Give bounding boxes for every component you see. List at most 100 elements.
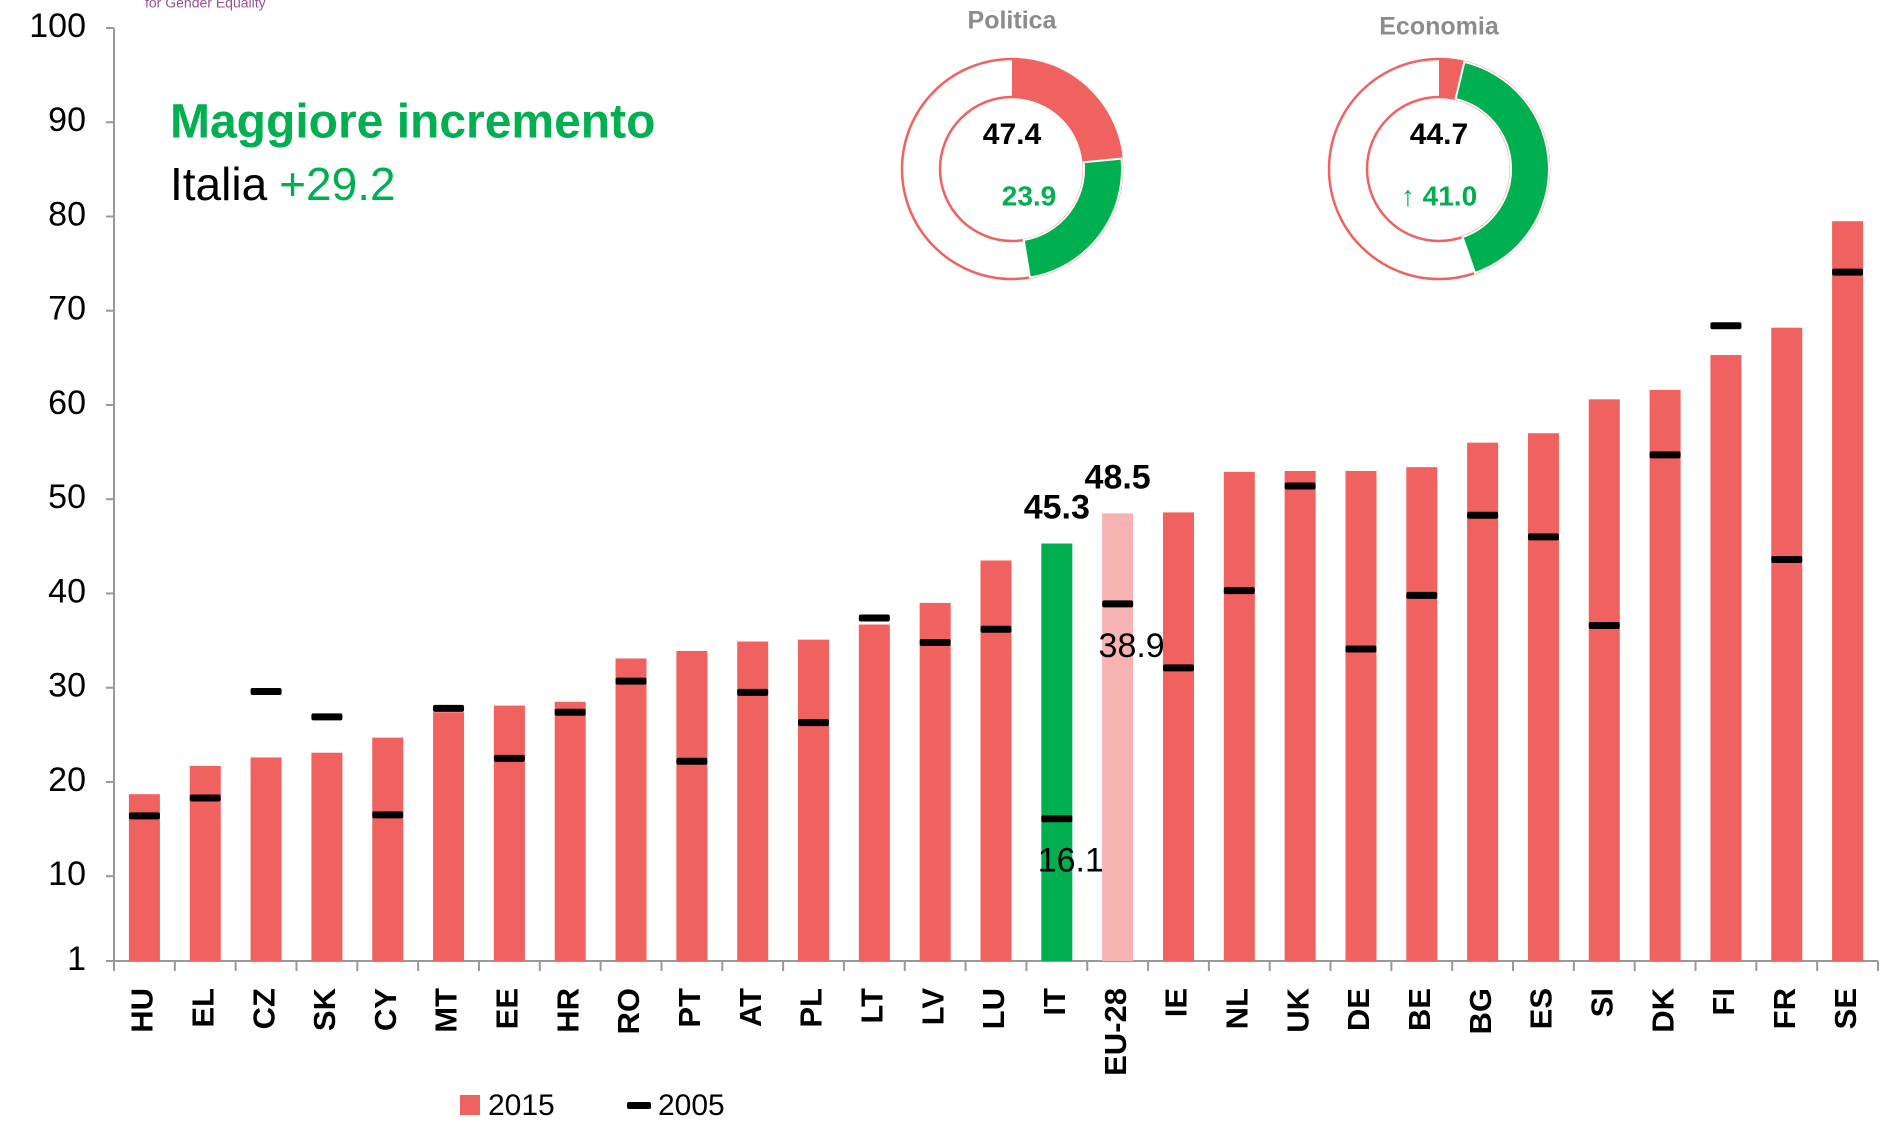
x-tick-label: CZ bbox=[246, 988, 281, 1029]
x-tick-label: SE bbox=[1828, 988, 1863, 1029]
bar bbox=[250, 757, 282, 961]
marker-2005 bbox=[615, 677, 647, 685]
value-label-2005: 16.1 bbox=[1038, 842, 1104, 880]
marker-2005 bbox=[554, 708, 586, 716]
bar bbox=[554, 701, 586, 961]
x-tick-label: BG bbox=[1463, 988, 1498, 1035]
x-tick-label: ES bbox=[1524, 988, 1559, 1029]
marker-2005 bbox=[798, 719, 830, 727]
donut-title: Economia bbox=[1379, 13, 1500, 41]
y-tick-label: 80 bbox=[48, 195, 86, 233]
x-tick-label: LV bbox=[915, 988, 950, 1026]
value-label: 48.5 bbox=[1085, 458, 1151, 496]
marker-2005 bbox=[1467, 511, 1499, 519]
bar bbox=[615, 658, 647, 961]
marker-2005 bbox=[1588, 621, 1620, 629]
marker-2005 bbox=[858, 614, 890, 622]
marker-2005 bbox=[1041, 815, 1073, 823]
headline: Maggiore incremento bbox=[170, 96, 655, 149]
y-tick-label: 100 bbox=[29, 7, 86, 45]
legend-swatch bbox=[460, 1095, 480, 1115]
marker-2005 bbox=[311, 713, 343, 721]
donut-change bbox=[1022, 157, 1123, 279]
bar bbox=[1649, 389, 1681, 962]
donut-title: Politica bbox=[968, 7, 1058, 35]
x-tick-label: MT bbox=[429, 988, 464, 1033]
header: for Gender Equality bbox=[145, 0, 266, 11]
y-tick-label: 10 bbox=[48, 855, 86, 893]
x-tick-label: FI bbox=[1706, 988, 1741, 1016]
donut-total-label: 44.7 bbox=[1410, 118, 1468, 151]
marker-2005 bbox=[250, 687, 282, 695]
x-tick-label: LU bbox=[976, 988, 1011, 1029]
legend-swatch bbox=[627, 1102, 651, 1109]
donut-change bbox=[1454, 60, 1550, 275]
x-tick-label: EL bbox=[185, 988, 220, 1028]
bar bbox=[493, 705, 525, 961]
x-tick-label: RO bbox=[611, 988, 646, 1035]
marker-2005 bbox=[1102, 600, 1134, 608]
bar bbox=[1832, 221, 1864, 962]
x-tick-label: PT bbox=[672, 988, 707, 1028]
marker-2005 bbox=[1345, 645, 1377, 653]
marker-2005 bbox=[919, 638, 951, 646]
bar bbox=[1771, 327, 1803, 961]
y-tick-label: 1 bbox=[67, 940, 86, 978]
marker-2005 bbox=[493, 754, 525, 762]
y-tick-label: 50 bbox=[48, 478, 86, 516]
bar bbox=[1223, 471, 1255, 961]
marker-2005 bbox=[1284, 482, 1316, 490]
marker-2005 bbox=[1771, 556, 1803, 564]
y-tick-label: 60 bbox=[48, 384, 86, 422]
legend-label: 2005 bbox=[658, 1089, 725, 1122]
bar bbox=[1467, 442, 1499, 962]
x-tick-label: EU-28 bbox=[1098, 988, 1133, 1076]
marker-2005 bbox=[1223, 587, 1255, 595]
y-tick-label: 20 bbox=[48, 761, 86, 799]
bar bbox=[1527, 433, 1559, 961]
y-tick-label: 90 bbox=[48, 101, 86, 139]
x-tick-label: LT bbox=[855, 988, 890, 1024]
x-tick-label: BE bbox=[1402, 988, 1437, 1031]
bar bbox=[858, 624, 890, 961]
bar bbox=[1284, 470, 1316, 961]
bar bbox=[128, 794, 160, 961]
bar bbox=[1345, 470, 1377, 961]
bar bbox=[372, 737, 404, 961]
x-tick-label: DK bbox=[1645, 987, 1680, 1032]
bar bbox=[1102, 513, 1134, 961]
value-label: 45.3 bbox=[1024, 488, 1090, 526]
country: Italia bbox=[170, 158, 268, 210]
x-tick-label: CY bbox=[368, 988, 403, 1031]
y-tick-label: 40 bbox=[48, 572, 86, 610]
marker-2005 bbox=[1162, 664, 1194, 672]
marker-2005 bbox=[1649, 451, 1681, 459]
bar bbox=[1162, 512, 1194, 961]
marker-2005 bbox=[372, 811, 404, 819]
x-tick-label: HR bbox=[550, 988, 585, 1033]
bar bbox=[1041, 543, 1073, 961]
marker-2005 bbox=[433, 704, 465, 712]
x-tick-label: SK bbox=[307, 987, 342, 1031]
marker-2005 bbox=[676, 757, 708, 765]
donut-total-label: 47.4 bbox=[983, 118, 1042, 151]
x-tick-label: PL bbox=[794, 988, 829, 1028]
x-tick-label: DE bbox=[1341, 988, 1376, 1031]
marker-2005 bbox=[1527, 533, 1559, 541]
marker-2005 bbox=[1710, 322, 1742, 330]
donut-change-label: 23.9 bbox=[1002, 180, 1057, 211]
bar bbox=[1406, 467, 1438, 961]
bar bbox=[311, 752, 343, 961]
marker-2005 bbox=[1832, 268, 1864, 276]
marker-2005 bbox=[980, 625, 1012, 633]
value-label-2005: 38.9 bbox=[1099, 627, 1165, 665]
x-tick-label: AT bbox=[733, 988, 768, 1027]
bar bbox=[919, 602, 951, 961]
marker-2005 bbox=[128, 812, 160, 820]
x-tick-label: UK bbox=[1280, 987, 1315, 1032]
bar bbox=[798, 639, 830, 961]
legend-label: 2015 bbox=[488, 1089, 555, 1122]
x-tick-label: SI bbox=[1584, 988, 1619, 1017]
x-tick-label: EE bbox=[490, 988, 525, 1029]
